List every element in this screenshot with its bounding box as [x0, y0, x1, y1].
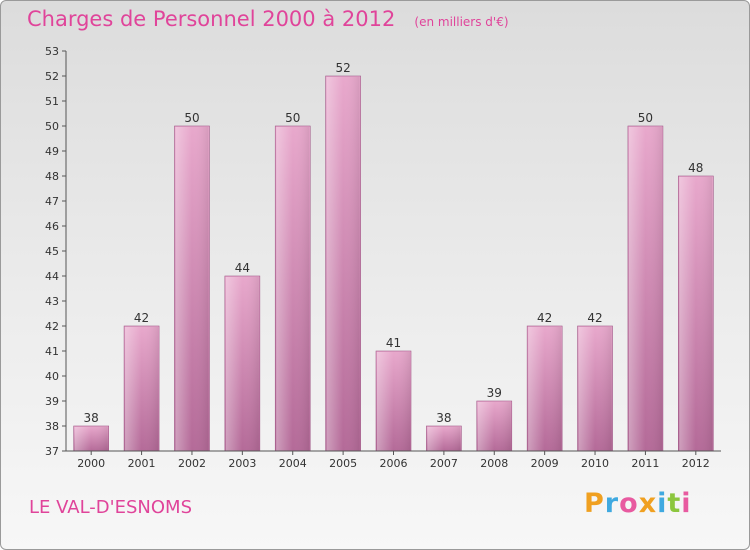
y-tick-label: 42 [45, 320, 59, 333]
bar-shine-2012 [679, 177, 713, 451]
y-tick-label: 48 [45, 170, 59, 183]
y-tick-label: 44 [45, 270, 59, 283]
x-tick-label: 2002 [178, 457, 206, 470]
municipality-name: LE VAL-D'ESNOMS [29, 497, 193, 518]
data-label: 50 [184, 111, 199, 125]
x-tick-label: 2005 [329, 457, 357, 470]
x-tick-label: 2001 [128, 457, 156, 470]
y-tick-label: 46 [45, 220, 59, 233]
logo-letter: P [584, 488, 605, 519]
bar-shine-2008 [477, 402, 511, 451]
chart-subtitle: (en milliers d'€) [414, 15, 509, 29]
y-tick-label: 41 [45, 345, 59, 358]
x-tick-label: 2012 [682, 457, 710, 470]
bar-shine-2011 [628, 127, 662, 451]
x-tick-label: 2011 [631, 457, 659, 470]
y-tick-label: 37 [45, 445, 59, 458]
bar-shine-2009 [528, 327, 562, 451]
y-tick-label: 40 [45, 370, 59, 383]
data-label: 42 [134, 311, 149, 325]
y-tick-label: 43 [45, 295, 59, 308]
y-tick-label: 53 [45, 45, 59, 58]
chart-title: Charges de Personnel 2000 à 2012 [27, 7, 396, 31]
data-label: 38 [436, 411, 451, 425]
data-label: 41 [386, 336, 401, 350]
y-tick-label: 45 [45, 245, 59, 258]
data-label: 42 [587, 311, 602, 325]
y-tick-label: 51 [45, 95, 59, 108]
title-block: Charges de Personnel 2000 à 2012 (en mil… [27, 7, 509, 31]
data-label: 39 [487, 386, 502, 400]
x-tick-label: 2004 [279, 457, 307, 470]
bar-shine-2010 [578, 327, 612, 451]
data-label: 44 [235, 261, 250, 275]
bar-shine-2005 [326, 77, 360, 451]
bar-shine-2003 [225, 277, 259, 451]
bar-shine-2006 [377, 352, 410, 451]
y-tick-label: 52 [45, 70, 59, 83]
data-label: 48 [688, 161, 703, 175]
data-label: 50 [638, 111, 653, 125]
bar-shine-2001 [125, 327, 159, 451]
x-tick-label: 2009 [531, 457, 559, 470]
logo-letter: i [657, 488, 668, 519]
bar-shine-2007 [427, 427, 461, 451]
bar-shine-2002 [175, 127, 209, 451]
proxiti-logo[interactable]: Proxiti [584, 488, 692, 519]
y-tick-label: 39 [45, 395, 59, 408]
data-label: 50 [285, 111, 300, 125]
logo-letter: o [619, 488, 639, 519]
data-label: 42 [537, 311, 552, 325]
logo-letter: r [604, 488, 620, 519]
data-label: 38 [84, 411, 99, 425]
x-tick-label: 2000 [77, 457, 105, 470]
logo-letter: t [667, 488, 682, 519]
logo-letter: i [681, 488, 692, 519]
y-tick-label: 50 [45, 120, 59, 133]
y-tick-label: 49 [45, 145, 59, 158]
x-tick-label: 2006 [380, 457, 408, 470]
x-axis: 2000 2001 2002 2003 2004 2005 2006 2007 2008 2009… [66, 450, 721, 470]
y-tick-label: 38 [45, 420, 59, 433]
x-tick-label: 2007 [430, 457, 458, 470]
y-tick-label: 47 [45, 195, 59, 208]
y-axis: 37 38 39 40 41 42 43 44 45 46 47 48 49 50 51 52 53 [45, 45, 67, 458]
logo-letter: x [638, 488, 658, 519]
bars-group: 38 42 50 44 50 52 41 38 39 42 42 50 48 [73, 61, 714, 452]
bar-shine-2004 [276, 127, 310, 451]
data-label: 52 [335, 61, 350, 75]
bar-shine-2000 [74, 427, 108, 451]
x-tick-label: 2008 [480, 457, 508, 470]
x-tick-label: 2010 [581, 457, 609, 470]
x-tick-label: 2003 [228, 457, 256, 470]
